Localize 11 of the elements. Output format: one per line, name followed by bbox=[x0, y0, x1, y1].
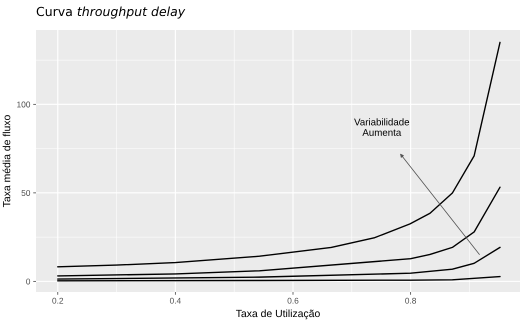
x-tick-label: 0.4 bbox=[170, 298, 181, 304]
y-tick-label: 100 bbox=[17, 102, 30, 108]
x-tick-label: 0.8 bbox=[405, 298, 416, 304]
chart-title: Curva throughput delay bbox=[36, 6, 186, 19]
x-tick-label: 0.6 bbox=[288, 298, 298, 304]
x-tick-label: 0.2 bbox=[52, 298, 64, 304]
y-axis-title: Taxa média de fluxo bbox=[2, 115, 10, 208]
annotation: Variabilidade Aumenta bbox=[354, 118, 410, 136]
y-tick-label: 0 bbox=[26, 278, 30, 284]
x-axis-title: Taxa de Utilização bbox=[236, 309, 320, 320]
y-tick-label: 50 bbox=[22, 190, 30, 196]
